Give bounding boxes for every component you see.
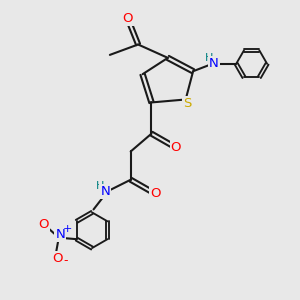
Text: N: N	[209, 57, 219, 70]
Text: N: N	[56, 228, 65, 241]
Text: S: S	[183, 98, 191, 110]
Text: H: H	[96, 181, 105, 191]
Text: +: +	[63, 224, 72, 234]
Text: -: -	[63, 254, 68, 267]
Text: O: O	[38, 218, 49, 230]
Text: O: O	[52, 252, 62, 265]
Text: O: O	[171, 140, 181, 154]
Text: H: H	[205, 53, 213, 64]
Text: O: O	[150, 187, 160, 200]
Text: N: N	[100, 185, 110, 198]
Text: O: O	[122, 12, 133, 25]
